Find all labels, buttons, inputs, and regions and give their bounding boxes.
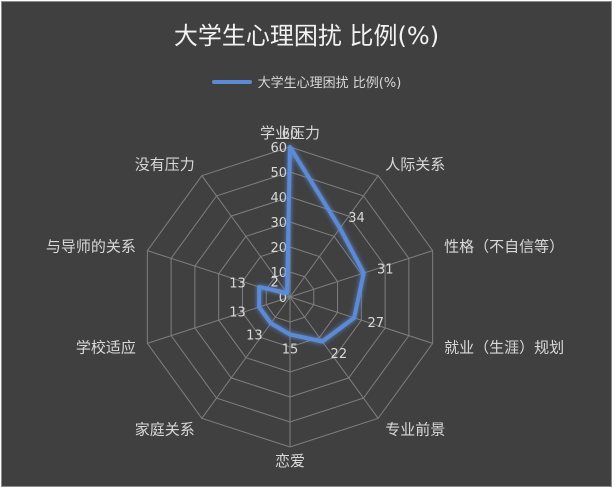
grid-spoke (201, 296, 291, 419)
category-label: 学业压力 (260, 124, 320, 142)
data-label: 13 (229, 305, 246, 320)
data-label: 27 (368, 316, 385, 331)
category-label: 恋爱 (275, 452, 305, 470)
data-label: 13 (229, 277, 246, 292)
data-label: 34 (348, 211, 365, 226)
category-label: 家庭关系 (135, 421, 195, 439)
radial-tick-label: 20 (270, 241, 287, 256)
grid-spoke (147, 296, 291, 344)
legend-swatch (211, 79, 252, 84)
radial-tick-label: 0 (279, 291, 287, 306)
legend: 大学生心理困扰 比例(%) (2, 72, 611, 91)
category-label: 性格（不自信等） (444, 237, 564, 255)
grid-spoke (289, 175, 379, 298)
category-label: 就业（生涯）规划 (444, 339, 564, 357)
grid-spoke (289, 296, 379, 419)
chart-title: 大学生心理困扰 比例(%) (173, 22, 440, 50)
legend-label: 大学生心理困扰 比例(%) (257, 76, 402, 91)
radial-tick-label: 40 (270, 191, 287, 206)
category-label: 学校适应 (76, 339, 136, 357)
radial-tick-label: 30 (270, 216, 287, 231)
data-label: 60 (282, 127, 299, 142)
data-label: 15 (282, 343, 299, 358)
series-line (257, 145, 366, 344)
category-label: 人际关系 (385, 155, 445, 173)
grid-spoke (289, 250, 433, 298)
grid-spoke (289, 296, 433, 344)
category-label: 专业前景 (385, 421, 445, 439)
radial-tick-label: 60 (270, 141, 287, 156)
radar-grid (146, 146, 434, 448)
radial-tick-label: 50 (270, 166, 287, 181)
category-label: 与导师的关系 (46, 237, 136, 255)
data-label: 22 (331, 347, 348, 362)
radial-tick-label: 10 (270, 266, 287, 281)
data-label: 2 (271, 276, 279, 291)
category-label: 没有压力 (135, 155, 195, 173)
grid-spoke (201, 175, 291, 298)
data-label: 13 (246, 329, 263, 344)
data-label: 31 (377, 263, 394, 278)
radial-ticks: 0 10 20 30 40 50 60 (270, 141, 287, 306)
